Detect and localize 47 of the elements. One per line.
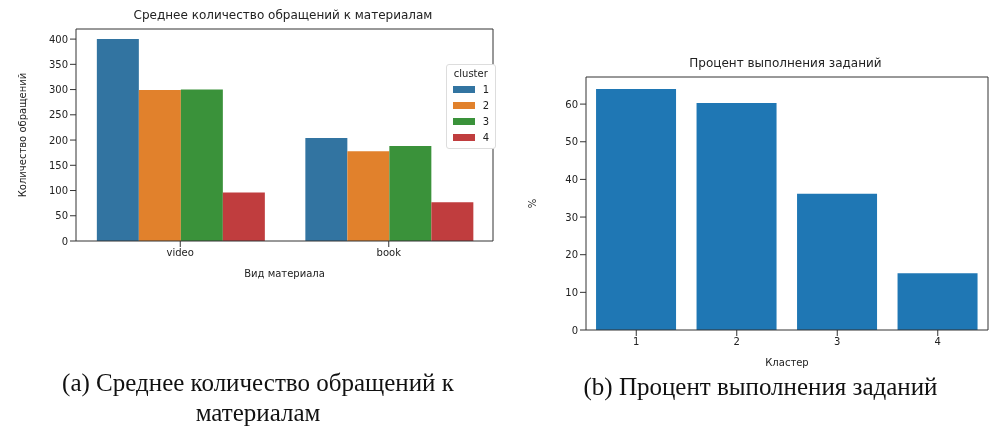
x-tick-label: 2 (733, 336, 740, 348)
bar (180, 89, 223, 241)
x-tick-label: 4 (934, 336, 941, 348)
y-tick-label: 60 (565, 98, 578, 110)
y-axis-title: Количество обращений (16, 72, 28, 198)
x-tick-label: video (166, 247, 194, 259)
y-tick-label: 200 (48, 134, 68, 146)
y-tick-label: 300 (48, 84, 68, 96)
bar (96, 39, 139, 241)
y-tick-label: 20 (565, 249, 578, 261)
y-tick-label: 0 (61, 235, 68, 247)
y-tick-label: 400 (48, 33, 68, 45)
y-tick-label: 150 (48, 159, 68, 171)
legend-label: 2 (482, 99, 489, 111)
bar (596, 89, 677, 330)
x-tick-label: book (376, 247, 402, 259)
legend-label: 3 (482, 115, 489, 127)
y-tick-label: 250 (48, 109, 68, 121)
y-axis-title: % (526, 198, 538, 209)
text: (a) Среднее количество обращений к материалам (61, 368, 455, 428)
y-tick-label: 100 (48, 185, 68, 197)
legend-label: 1 (482, 83, 489, 95)
bar (138, 90, 181, 241)
y-tick-label: 350 (48, 58, 68, 70)
x-axis-title: Кластер (765, 357, 809, 368)
y-tick-label: 50 (55, 210, 68, 222)
bar (222, 192, 265, 241)
y-tick-label: 10 (565, 286, 578, 298)
bar (305, 138, 348, 241)
text: (b) Процент выполнения заданий (582, 372, 939, 402)
chart-title: Процент выполнения заданий (688, 56, 883, 72)
bar (897, 273, 978, 330)
chart-title: Среднее количество обращений к материалам (132, 8, 434, 24)
x-axis-title: Вид материала (244, 268, 325, 279)
bar (797, 193, 878, 330)
y-tick-label: 0 (571, 324, 578, 336)
bar (696, 102, 777, 330)
y-tick-label: 40 (565, 173, 578, 185)
bar (389, 146, 432, 241)
y-tick-label: 30 (565, 211, 578, 223)
x-tick-label: 3 (834, 336, 841, 348)
legend-label: 4 (482, 131, 489, 143)
y-tick-label: 50 (565, 136, 578, 148)
x-tick-label: 1 (633, 336, 640, 348)
bar (347, 151, 390, 241)
legend-title: cluster (452, 68, 489, 79)
bar (431, 202, 474, 241)
